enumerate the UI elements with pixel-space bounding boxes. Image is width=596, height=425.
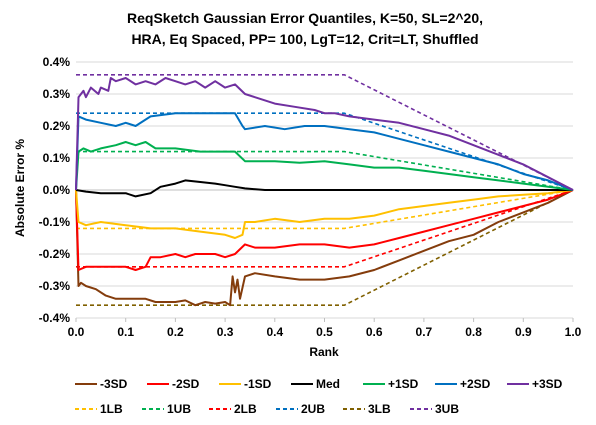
- legend-label: -1SD: [244, 377, 272, 391]
- series-line-2sd: [75, 189, 574, 271]
- legend: -3SD -2SD -1SD Med +1SD +2SD +3SD 1LB 1UB 2LB 2UB 3…: [75, 377, 563, 416]
- legend-label: Med: [316, 377, 340, 391]
- y-axis-title: Absolute Error %: [13, 139, 27, 237]
- series-line-2lb: [76, 189, 574, 268]
- legend-label: 3LB: [368, 402, 391, 416]
- x-tick-label: 0.1: [117, 325, 134, 339]
- x-tick-label: 0.9: [515, 325, 532, 339]
- series-line-1sd: [75, 141, 574, 191]
- y-tick-label: 0.3%: [43, 87, 71, 101]
- legend-label: 2LB: [234, 402, 257, 416]
- x-tick-label: 0.8: [465, 325, 482, 339]
- y-tick-label: 0.1%: [43, 151, 71, 165]
- legend-label: 1LB: [100, 402, 123, 416]
- chart-title-line-1: ReqSketch Gaussian Error Quantiles, K=50…: [127, 10, 483, 26]
- x-tick-label: 0.0: [68, 325, 85, 339]
- x-tick-label: 1.0: [565, 325, 582, 339]
- series-line-1sd: [75, 189, 574, 239]
- legend-label: 2UB: [301, 402, 325, 416]
- y-tick-label: -0.1%: [39, 215, 71, 229]
- x-axis-title: Rank: [309, 345, 339, 359]
- series-line-1ub: [76, 150, 574, 191]
- x-tick-label: 0.4: [266, 325, 283, 339]
- y-tick-label: -0.3%: [39, 279, 71, 293]
- legend-label: +3SD: [532, 377, 563, 391]
- y-tick-label: 0.2%: [43, 119, 71, 133]
- x-tick-label: 0.7: [416, 325, 433, 339]
- y-tick-label: 0.4%: [43, 55, 71, 69]
- series-line-3lb: [76, 189, 574, 306]
- y-tick-label: -0.2%: [39, 247, 71, 261]
- legend-label: +2SD: [460, 377, 491, 391]
- series-layer: [75, 74, 574, 307]
- x-tick-label: 0.3: [217, 325, 234, 339]
- legend-label: +1SD: [388, 377, 419, 391]
- legend-label: -3SD: [100, 377, 128, 391]
- legend-label: 3UB: [435, 402, 459, 416]
- y-tick-label: 0.0%: [43, 183, 71, 197]
- series-line-3sd: [75, 77, 574, 191]
- series-line-3ub: [76, 74, 574, 191]
- series-line-med: [75, 179, 573, 198]
- x-tick-label: 0.5: [316, 325, 333, 339]
- x-tick-label: 0.2: [167, 325, 184, 339]
- y-tick-label: -0.4%: [39, 311, 71, 325]
- legend-label: 1UB: [167, 402, 191, 416]
- series-line-3sd: [75, 189, 574, 307]
- chart-title-line-2: HRA, Eq Spaced, PP= 100, LgT=12, Crit=LT…: [131, 31, 478, 47]
- legend-label: -2SD: [172, 377, 200, 391]
- x-tick-label: 0.6: [366, 325, 383, 339]
- series-line-1lb: [76, 189, 574, 230]
- series-line-2sd: [75, 112, 574, 191]
